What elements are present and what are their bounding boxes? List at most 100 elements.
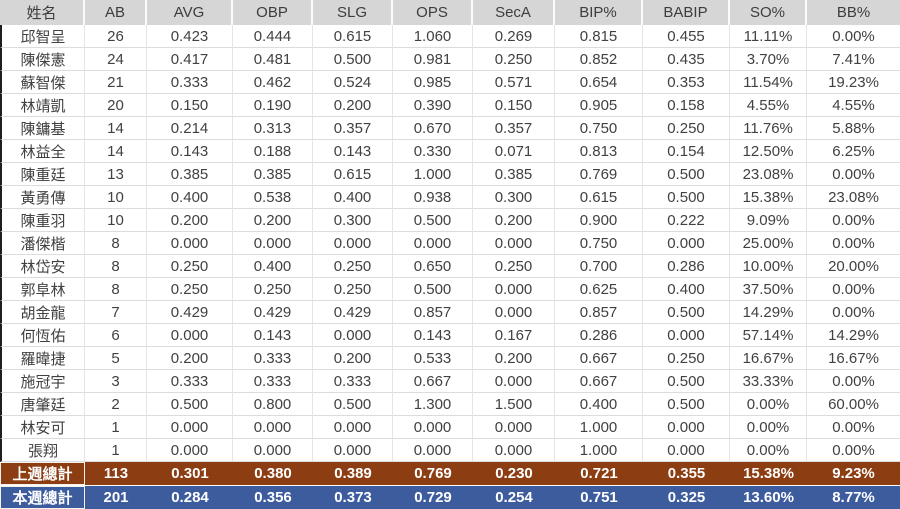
stat-cell[interactable]: 0.000 <box>393 232 473 255</box>
column-header[interactable]: BIP% <box>555 0 643 25</box>
stat-cell[interactable]: 0.143 <box>393 324 473 347</box>
stat-cell[interactable]: 0.500 <box>643 301 730 324</box>
stat-cell[interactable]: 9.09% <box>730 209 807 232</box>
stat-cell[interactable]: 0.815 <box>555 25 643 48</box>
stat-cell[interactable]: 6.25% <box>807 140 900 163</box>
stat-cell[interactable]: 10 <box>85 209 147 232</box>
stat-cell[interactable]: 0.000 <box>147 232 233 255</box>
stat-cell[interactable]: 0.00% <box>807 301 900 324</box>
stat-cell[interactable]: 0.00% <box>807 370 900 393</box>
stat-cell[interactable]: 14.29% <box>730 301 807 324</box>
stat-cell[interactable]: 14 <box>85 140 147 163</box>
stat-cell[interactable]: 1.000 <box>555 439 643 462</box>
stat-cell[interactable]: 0.462 <box>233 71 313 94</box>
stat-cell[interactable]: 23.08% <box>730 163 807 186</box>
stat-cell[interactable]: 0.429 <box>313 301 393 324</box>
stat-cell[interactable]: 0.000 <box>643 439 730 462</box>
stat-cell[interactable]: 4.55% <box>730 94 807 117</box>
stat-cell[interactable]: 1.300 <box>393 393 473 416</box>
stat-cell[interactable]: 0.852 <box>555 48 643 71</box>
stat-cell[interactable]: 16.67% <box>807 347 900 370</box>
stat-cell[interactable]: 0.000 <box>473 232 555 255</box>
player-name-cell[interactable]: 黃勇傳 <box>0 186 85 209</box>
stat-cell[interactable]: 0.269 <box>473 25 555 48</box>
stat-cell[interactable]: 0.481 <box>233 48 313 71</box>
stat-cell[interactable]: 0.500 <box>147 393 233 416</box>
stat-cell[interactable]: 0.00% <box>807 232 900 255</box>
stat-cell[interactable]: 0.00% <box>807 278 900 301</box>
stat-cell[interactable]: 25.00% <box>730 232 807 255</box>
stat-cell[interactable]: 0.667 <box>393 370 473 393</box>
player-name-cell[interactable]: 林益全 <box>0 140 85 163</box>
column-header[interactable]: AVG <box>147 0 233 25</box>
stat-cell[interactable]: 0.200 <box>473 209 555 232</box>
stat-cell[interactable]: 0.435 <box>643 48 730 71</box>
stat-cell[interactable]: 8 <box>85 232 147 255</box>
stat-cell[interactable]: 0.667 <box>555 347 643 370</box>
stat-cell[interactable]: 0.000 <box>313 416 393 439</box>
stat-cell[interactable]: 0.150 <box>473 94 555 117</box>
stat-cell[interactable]: 0.400 <box>643 278 730 301</box>
stat-cell[interactable]: 0.385 <box>233 163 313 186</box>
stat-cell[interactable]: 0.200 <box>313 347 393 370</box>
stat-cell[interactable]: 0.813 <box>555 140 643 163</box>
stat-cell[interactable]: 0.333 <box>233 347 313 370</box>
column-header[interactable]: OPS <box>393 0 473 25</box>
stat-cell[interactable]: 0.000 <box>473 301 555 324</box>
column-header[interactable]: OBP <box>233 0 313 25</box>
stat-cell[interactable]: 16.67% <box>730 347 807 370</box>
stat-cell[interactable]: 0.000 <box>643 232 730 255</box>
stat-cell[interactable]: 19.23% <box>807 71 900 94</box>
stat-cell[interactable]: 0.000 <box>393 439 473 462</box>
stat-cell[interactable]: 7 <box>85 301 147 324</box>
stat-cell[interactable]: 20.00% <box>807 255 900 278</box>
stat-cell[interactable]: 0.250 <box>313 255 393 278</box>
player-name-cell[interactable]: 何恆佑 <box>0 324 85 347</box>
stat-cell[interactable]: 0.654 <box>555 71 643 94</box>
stat-cell[interactable]: 12.50% <box>730 140 807 163</box>
stat-cell[interactable]: 14.29% <box>807 324 900 347</box>
stat-cell[interactable]: 0.444 <box>233 25 313 48</box>
stat-cell[interactable]: 0.000 <box>313 439 393 462</box>
stat-cell[interactable]: 0.650 <box>393 255 473 278</box>
player-name-cell[interactable]: 唐肇廷 <box>0 393 85 416</box>
stat-cell[interactable]: 0.357 <box>313 117 393 140</box>
stat-cell[interactable]: 0.000 <box>473 370 555 393</box>
stat-cell[interactable]: 0.750 <box>555 232 643 255</box>
stat-cell[interactable]: 14 <box>85 117 147 140</box>
player-name-cell[interactable]: 郭阜林 <box>0 278 85 301</box>
stat-cell[interactable]: 0.400 <box>313 186 393 209</box>
stat-cell[interactable]: 8 <box>85 278 147 301</box>
stat-cell[interactable]: 0.000 <box>233 416 313 439</box>
stat-cell[interactable]: 0.150 <box>147 94 233 117</box>
stat-cell[interactable]: 0.417 <box>147 48 233 71</box>
stat-cell[interactable]: 0.385 <box>473 163 555 186</box>
stat-cell[interactable]: 0.000 <box>147 416 233 439</box>
stat-cell[interactable]: 0.143 <box>147 140 233 163</box>
stat-cell[interactable]: 0.385 <box>147 163 233 186</box>
stat-cell[interactable]: 0.250 <box>473 255 555 278</box>
stat-cell[interactable]: 10.00% <box>730 255 807 278</box>
stat-cell[interactable]: 0.500 <box>393 278 473 301</box>
stat-cell[interactable]: 0.500 <box>393 209 473 232</box>
stat-cell[interactable]: 1.060 <box>393 25 473 48</box>
stat-cell[interactable]: 1 <box>85 416 147 439</box>
stat-cell[interactable]: 0.900 <box>555 209 643 232</box>
stat-cell[interactable]: 0.500 <box>313 393 393 416</box>
stat-cell[interactable]: 0.353 <box>643 71 730 94</box>
stat-cell[interactable]: 0.500 <box>643 163 730 186</box>
stat-cell[interactable]: 0.000 <box>393 416 473 439</box>
stat-cell[interactable]: 1 <box>85 439 147 462</box>
stat-cell[interactable]: 0.615 <box>313 25 393 48</box>
player-name-cell[interactable]: 林靖凱 <box>0 94 85 117</box>
stat-cell[interactable]: 0.423 <box>147 25 233 48</box>
stat-cell[interactable]: 3 <box>85 370 147 393</box>
stat-cell[interactable]: 0.333 <box>147 370 233 393</box>
stat-cell[interactable]: 0.143 <box>233 324 313 347</box>
stat-cell[interactable]: 0.000 <box>313 324 393 347</box>
stat-cell[interactable]: 0.000 <box>313 232 393 255</box>
player-name-cell[interactable]: 陳鏞基 <box>0 117 85 140</box>
stat-cell[interactable]: 0.250 <box>643 347 730 370</box>
stat-cell[interactable]: 0.750 <box>555 117 643 140</box>
stat-cell[interactable]: 0.200 <box>233 209 313 232</box>
